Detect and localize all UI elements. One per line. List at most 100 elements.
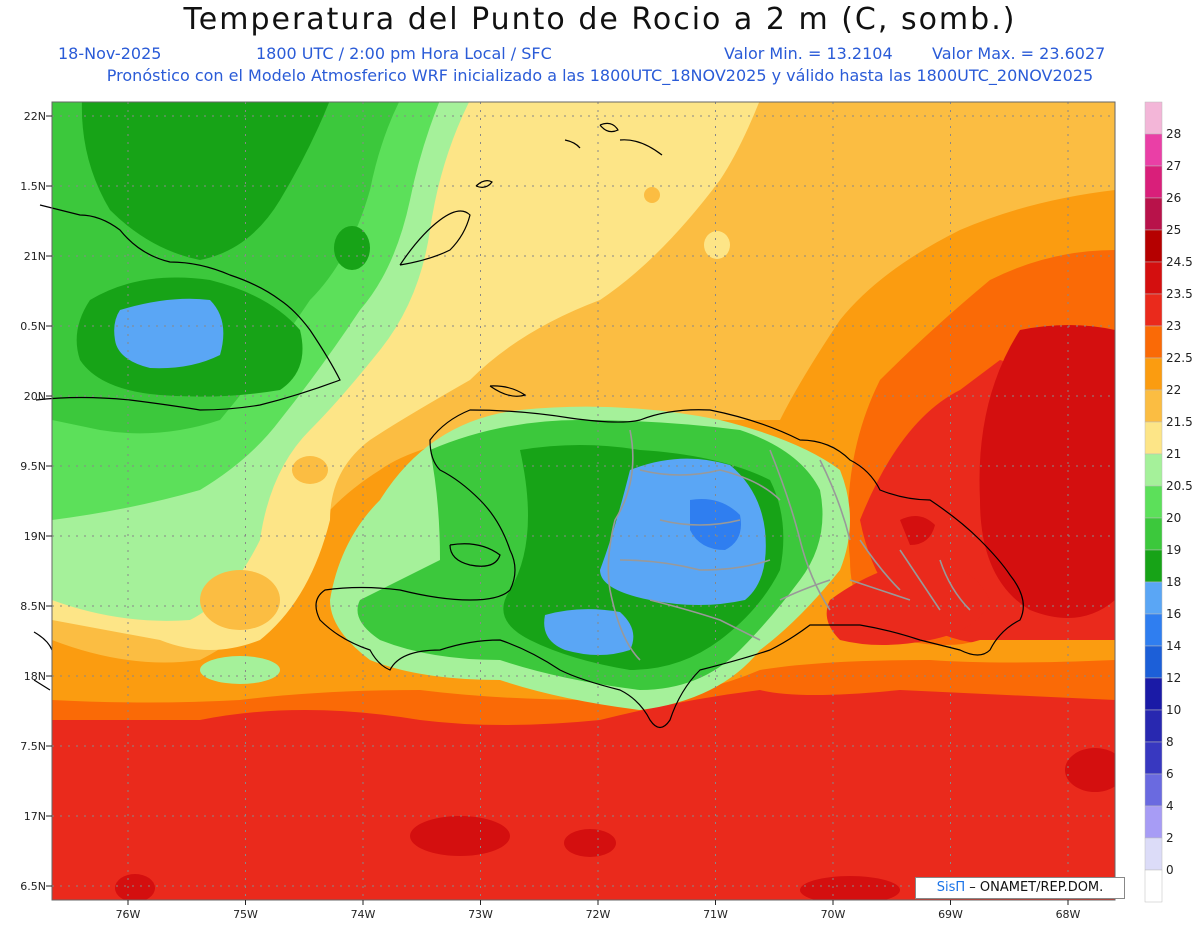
legend-label: 6 <box>1166 767 1174 781</box>
latitude-axis: 22N 1.5N 21N 0.5N 20N 9.5N 19N 8.5N 18N 7.5N 17N 6.… <box>20 110 52 893</box>
shaded-field <box>52 102 1115 900</box>
lon-tick-label: 69W <box>938 908 963 921</box>
legend-label: 20.5 <box>1166 479 1193 493</box>
legend-label: 28 <box>1166 127 1181 141</box>
legend-swatch <box>1144 741 1163 775</box>
field-red-dark-blob5 <box>800 876 900 900</box>
legend-label: 8 <box>1166 735 1174 749</box>
legend-swatch <box>1144 389 1163 423</box>
field-yellow-dot2 <box>644 187 660 203</box>
legend-swatch <box>1144 133 1163 167</box>
lat-tick-label: 9.5N <box>20 460 46 473</box>
legend-label: 21.5 <box>1166 415 1193 429</box>
legend-label: 19 <box>1166 543 1181 557</box>
legend-label: 18 <box>1166 575 1181 589</box>
credit-text: – ONAMET/REP.DOM. <box>969 880 1104 895</box>
legend-swatch <box>1144 453 1163 487</box>
lat-tick-label: 8.5N <box>20 600 46 613</box>
lat-tick-label: 6.5N <box>20 880 46 893</box>
legend-swatch <box>1144 805 1163 839</box>
legend-label: 2 <box>1166 831 1174 845</box>
legend-swatch <box>1144 677 1163 711</box>
legend-swatch <box>1144 709 1163 743</box>
legend-swatch <box>1144 773 1163 807</box>
legend-label: 22 <box>1166 383 1181 397</box>
legend-label: 23.5 <box>1166 287 1193 301</box>
legend-swatch <box>1144 229 1163 263</box>
lat-tick-label: 21N <box>24 250 46 263</box>
field-orange-blob2 <box>292 456 328 484</box>
legend-label: 23 <box>1166 319 1181 333</box>
legend-swatch <box>1144 293 1163 327</box>
lat-tick-label: 0.5N <box>20 320 46 333</box>
legend-label: 14 <box>1166 639 1181 653</box>
lat-tick-label: 18N <box>24 670 46 683</box>
legend-label: 0 <box>1166 863 1174 877</box>
legend-label: 4 <box>1166 799 1174 813</box>
legend-swatch <box>1144 517 1163 551</box>
legend-label: 24.5 <box>1166 255 1193 269</box>
legend-swatch <box>1144 421 1163 455</box>
lat-tick-label: 20N <box>24 390 46 403</box>
legend-swatch <box>1144 549 1163 583</box>
legend-swatch <box>1144 165 1163 199</box>
field-green-dot <box>334 226 370 270</box>
field-blue-hispaniola-south <box>544 609 634 655</box>
legend-label: 27 <box>1166 159 1181 173</box>
lon-tick-label: 72W <box>586 908 611 921</box>
legend-swatch <box>1144 357 1163 391</box>
lon-tick-label: 76W <box>116 908 141 921</box>
legend-swatch <box>1144 197 1163 231</box>
field-blue-cuba <box>114 298 224 369</box>
field-red-dark-blob3 <box>1065 748 1115 792</box>
lat-tick-label: 19N <box>24 530 46 543</box>
longitude-axis: 76W 75W 74W 73W 72W 71W 70W 69W 68W <box>116 900 1081 921</box>
legend-swatch <box>1144 645 1163 679</box>
field-red-dark-east-dr <box>900 516 935 545</box>
legend-label: 26 <box>1166 191 1181 205</box>
credit-box: SisΠ – ONAMET/REP.DOM. <box>915 877 1125 899</box>
legend-label: 22.5 <box>1166 351 1193 365</box>
legend-swatch <box>1144 613 1163 647</box>
legend-swatch <box>1144 101 1163 135</box>
legend-swatch <box>1144 261 1163 295</box>
lat-tick-label: 22N <box>24 110 46 123</box>
legend-label: 20 <box>1166 511 1181 525</box>
lat-tick-label: 1.5N <box>20 180 46 193</box>
lat-tick-label: 17N <box>24 810 46 823</box>
chart-title: Temperatura del Punto de Rocio a 2 m (C,… <box>183 2 1017 37</box>
field-red-dark-blob <box>410 816 510 856</box>
credit-brand: SisΠ <box>936 880 966 895</box>
field-green-pale-blob <box>200 656 280 684</box>
forecast-time: 1800 UTC / 2:00 pm Hora Local / SFC <box>256 44 552 63</box>
lon-tick-label: 73W <box>468 908 493 921</box>
legend-swatch <box>1144 869 1163 903</box>
legend-label: 25 <box>1166 223 1181 237</box>
legend-label: 21 <box>1166 447 1181 461</box>
legend-swatch <box>1144 325 1163 359</box>
max-value: Valor Max. = 23.6027 <box>932 44 1106 63</box>
lon-tick-label: 68W <box>1056 908 1081 921</box>
field-orange-blob <box>200 570 280 630</box>
lon-tick-label: 75W <box>233 908 258 921</box>
legend-swatch <box>1144 581 1163 615</box>
field-red-dark-blob4 <box>115 874 155 900</box>
legend-label: 10 <box>1166 703 1181 717</box>
field-red-dark-east <box>979 325 1115 618</box>
field-red-dark-blob2 <box>564 829 616 857</box>
coastlines <box>33 122 1024 729</box>
model-line: Pronóstico con el Modelo Atmosferico WRF… <box>106 66 1094 85</box>
forecast-date: 18-Nov-2025 <box>58 44 162 63</box>
gridlines <box>52 102 1115 900</box>
lat-tick-label: 7.5N <box>20 740 46 753</box>
lon-tick-label: 70W <box>821 908 846 921</box>
legend-swatch <box>1144 837 1163 871</box>
legend-label: 16 <box>1166 607 1181 621</box>
lon-tick-label: 71W <box>703 908 728 921</box>
plot-frame <box>51 101 1116 901</box>
field-green-dark <box>81 102 330 260</box>
province-borders <box>607 429 971 661</box>
legend-swatch <box>1144 485 1163 519</box>
color-legend: 2827262524.523.52322.52221.52120.5201918… <box>1144 101 1193 903</box>
